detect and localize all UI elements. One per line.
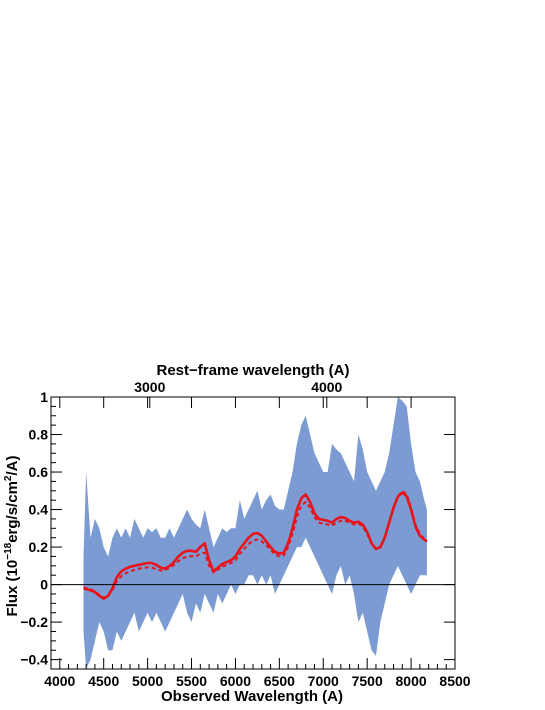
- top-axis-title: Rest−frame wavelength (A): [157, 362, 350, 379]
- x-tick-label: 6000: [220, 673, 251, 689]
- x-tick-label: 6500: [264, 673, 295, 689]
- y-tick-label: 1: [40, 389, 48, 405]
- x-tick-label: 4000: [44, 673, 75, 689]
- y-tick-label: 0.8: [29, 427, 49, 443]
- y-tick-label: 0.6: [29, 464, 49, 480]
- x-tick-label: 4500: [88, 673, 119, 689]
- model-line-dashed: [83, 489, 428, 599]
- x-tick-label: 7000: [308, 673, 339, 689]
- x-tick-label: 5000: [132, 673, 163, 689]
- y-tick-label: −0.2: [20, 614, 48, 630]
- y-title-part: /A): [4, 456, 21, 476]
- y-title-part: Flux (10: [4, 560, 21, 617]
- y-tick-label: −0.4: [20, 652, 48, 668]
- y-tick-label: 0.2: [29, 539, 49, 555]
- x-tick-label: 5500: [176, 673, 207, 689]
- y-title-exponent: −18: [3, 542, 14, 559]
- x2-tick-label: 3000: [134, 379, 165, 395]
- model-lines-layer: [83, 489, 428, 600]
- y-axis-title: Flux (10−18erg/s/cm2/A): [3, 456, 21, 617]
- y-tick-label: 0: [40, 577, 48, 593]
- x2-tick-label: 4000: [311, 379, 342, 395]
- x-axis-title: Observed Wavelength (A): [161, 688, 343, 705]
- y-tick-label: 0.4: [29, 502, 49, 518]
- axes-layer: 4000 4500 5000 5500 6000 6500 7000 7500 8000 8500…: [20, 379, 470, 689]
- x-tick-label: 8000: [396, 673, 427, 689]
- x-tick-label: 8500: [439, 673, 470, 689]
- y-title-part: erg/s/cm: [4, 481, 21, 543]
- x-tick-label: 7500: [352, 673, 383, 689]
- y-title-exponent: 2: [3, 475, 14, 481]
